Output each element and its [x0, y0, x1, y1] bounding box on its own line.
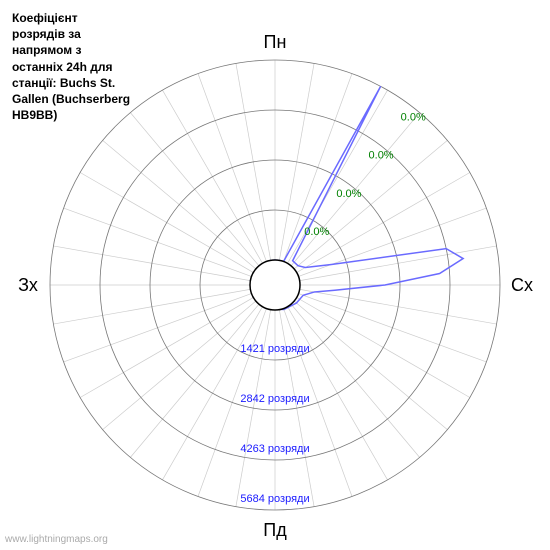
- compass-north: Пн: [264, 32, 287, 52]
- compass-south: Пд: [263, 520, 287, 540]
- percent-label: 0.0%: [304, 226, 329, 238]
- compass-west: Зх: [18, 275, 38, 295]
- percent-label: 0.0%: [401, 111, 426, 123]
- ring-label: 5684 розряди: [240, 493, 309, 505]
- ring-label: 4263 розряди: [240, 443, 309, 455]
- ring-label: 1421 розряди: [240, 343, 309, 355]
- chart-title: Коефіцієнт розрядів за напрямом з останн…: [12, 10, 132, 123]
- ring-label: 2842 розряди: [240, 393, 309, 405]
- footer-credit: www.lightningmaps.org: [5, 534, 108, 545]
- percent-label: 0.0%: [336, 188, 361, 200]
- percent-label: 0.0%: [369, 150, 394, 162]
- compass-east: Сх: [511, 275, 533, 295]
